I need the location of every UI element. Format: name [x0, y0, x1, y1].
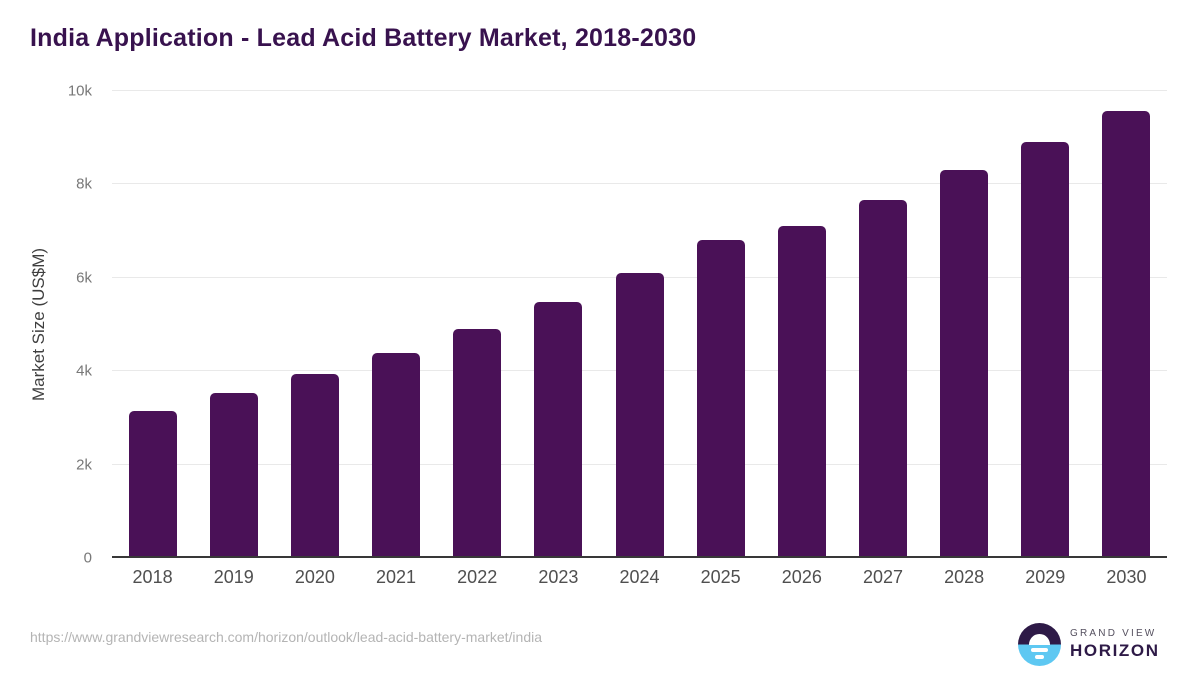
logo-reflection-line	[1031, 648, 1048, 652]
bar-2030[interactable]	[1102, 110, 1151, 558]
bar-slot	[112, 91, 193, 558]
bar-slot	[518, 91, 599, 558]
y-axis-ticks: 0 2k 4k 6k 8k 10k	[0, 84, 102, 566]
source-url: https://www.grandviewresearch.com/horizo…	[30, 629, 543, 645]
bar-2029[interactable]	[1021, 142, 1070, 558]
bar-2026[interactable]	[777, 226, 826, 558]
y-tick-label: 0	[83, 549, 92, 567]
bar-slot	[193, 91, 274, 558]
x-tick-label: 2024	[619, 567, 660, 587]
logo-horizon-label: HORIZON	[1070, 641, 1160, 660]
bar-2020[interactable]	[290, 373, 339, 558]
x-tick-label: 2029	[1025, 567, 1066, 587]
x-tick-label: 2025	[700, 567, 741, 587]
x-axis-line	[112, 556, 1167, 558]
bar-slot	[1005, 91, 1086, 558]
bar-slot	[680, 91, 761, 558]
bar-slot	[355, 91, 436, 558]
bar-slot	[842, 91, 923, 558]
bar-2018[interactable]	[128, 410, 177, 558]
x-tick-label: 2022	[457, 567, 498, 587]
y-tick-label: 8k	[76, 175, 92, 193]
x-tick-label: 2027	[862, 567, 903, 587]
bars-row	[112, 91, 1167, 558]
x-tick-label: 2019	[213, 567, 254, 587]
y-tick-label: 6k	[76, 269, 92, 287]
bar-slot	[437, 91, 518, 558]
bar-slot	[599, 91, 680, 558]
bar-slot	[274, 91, 355, 558]
bar-2023[interactable]	[534, 302, 583, 558]
x-tick-label: 2030	[1106, 567, 1147, 587]
bar-2022[interactable]	[453, 329, 502, 558]
gridline	[112, 183, 1167, 185]
y-tick-label: 4k	[76, 362, 92, 380]
x-tick-label: 2021	[376, 567, 417, 587]
gridline	[112, 90, 1167, 91]
logo-grand-view-label: GRAND VIEW	[1070, 628, 1157, 639]
x-tick-label: 2018	[132, 567, 173, 587]
brand-logo[interactable]: GRAND VIEW HORIZON	[1018, 623, 1160, 666]
x-tick-label: 2026	[781, 567, 822, 587]
logo-reflection-line	[1035, 655, 1044, 659]
chart-title: India Application - Lead Acid Battery Ma…	[30, 24, 697, 52]
x-tick-label: 2020	[294, 567, 335, 587]
plot-area	[112, 90, 1167, 558]
bar-slot	[924, 91, 1005, 558]
bar-2019[interactable]	[209, 393, 258, 558]
x-tick-label: 2023	[538, 567, 579, 587]
bar-2021[interactable]	[372, 352, 421, 558]
y-tick-label: 2k	[76, 456, 92, 474]
bar-slot	[761, 91, 842, 558]
x-tick-label: 2028	[944, 567, 985, 587]
bar-2027[interactable]	[858, 199, 907, 558]
y-tick-label: 10k	[67, 82, 92, 100]
bar-slot	[1086, 91, 1167, 558]
bar-2024[interactable]	[615, 273, 664, 558]
x-axis-labels: 2018 2019 2020 2021 2022 2023 2024 2025 2026 2027…	[112, 567, 1167, 588]
horizon-logo-icon	[1018, 623, 1061, 666]
bar-2025[interactable]	[696, 239, 745, 558]
logo-text: GRAND VIEW HORIZON	[1070, 628, 1160, 661]
logo-sun-shape	[1029, 634, 1050, 645]
bar-2028[interactable]	[940, 170, 989, 558]
